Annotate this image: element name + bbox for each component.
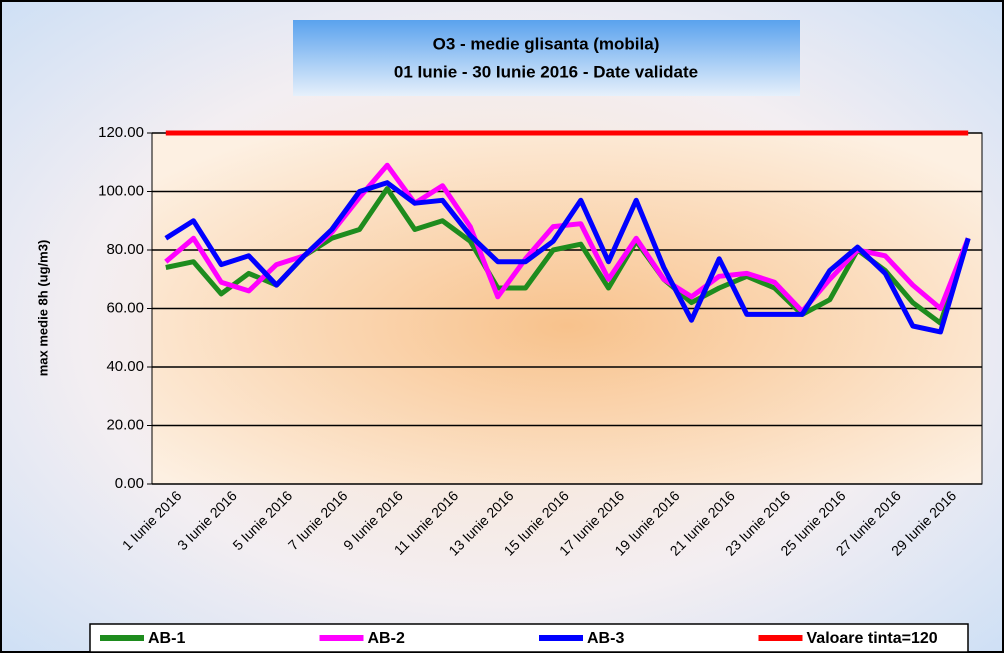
legend-label: AB-3 xyxy=(587,630,624,647)
legend-label: AB-2 xyxy=(368,630,405,647)
title-box xyxy=(293,20,800,96)
y-tick-label: 40.00 xyxy=(106,358,144,375)
y-tick-label: 60.00 xyxy=(106,299,144,316)
y-axis-label: max medie 8h (ug/m3) xyxy=(35,240,50,377)
y-tick-label: 20.00 xyxy=(106,416,144,433)
y-tick-label: 0.00 xyxy=(115,475,144,492)
y-tick-label: 120.00 xyxy=(98,124,144,141)
y-tick-label: 80.00 xyxy=(106,241,144,258)
y-tick-label: 100.00 xyxy=(98,182,144,199)
chart-subtitle: 01 Iunie - 30 Iunie 2016 - Date validate xyxy=(394,62,698,81)
chart-title: O3 - medie glisanta (mobila) xyxy=(433,34,660,53)
legend xyxy=(89,623,969,653)
legend-label: AB-1 xyxy=(148,630,185,647)
series-line xyxy=(164,180,971,335)
legend-label: Valoare tinta=120 xyxy=(807,630,938,647)
